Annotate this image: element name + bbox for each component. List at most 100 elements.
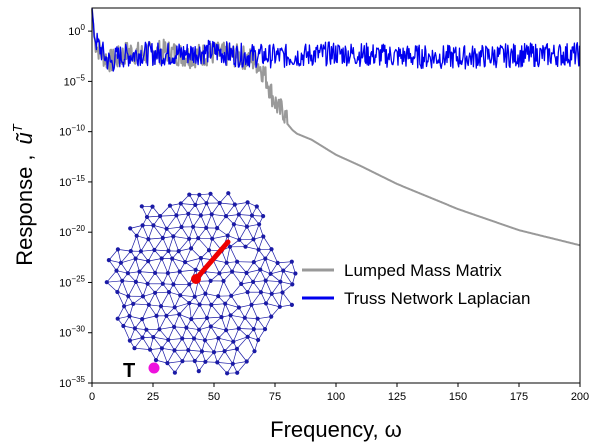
truss-edge: [277, 261, 292, 264]
truss-node: [249, 213, 255, 218]
x-tick-label: 125: [388, 391, 406, 403]
truss-edge: [233, 224, 240, 240]
truss-node: [158, 214, 163, 219]
truss-edge: [176, 203, 182, 216]
truss-node: [251, 279, 256, 284]
truss-edge: [129, 337, 143, 341]
truss-edge: [142, 225, 149, 240]
truss-node: [197, 192, 202, 197]
truss-edge: [181, 338, 189, 351]
truss-node: [269, 247, 274, 252]
truss-edge: [159, 329, 169, 341]
truss-node: [275, 260, 280, 265]
truss-node: [236, 212, 241, 217]
truss-edge: [186, 327, 200, 331]
truss-node: [244, 270, 249, 275]
truss-node: [171, 234, 176, 239]
y-tick-label: 10−20: [59, 224, 85, 239]
truss-edge: [174, 338, 183, 351]
truss-edge: [225, 303, 239, 308]
truss-edge: [226, 328, 239, 331]
truss-edge: [282, 292, 293, 306]
x-tick-label: 175: [510, 391, 528, 403]
truss-edge: [231, 271, 242, 285]
truss-edge: [146, 215, 161, 218]
truss-node: [258, 267, 263, 272]
truss-node: [221, 278, 226, 284]
truss-edge: [154, 272, 164, 285]
truss-node: [132, 346, 137, 351]
truss-edge: [204, 271, 220, 274]
truss-node: [215, 226, 220, 231]
truss-node: [231, 339, 236, 344]
truss-node: [128, 226, 133, 231]
truss-edge: [216, 215, 227, 229]
truss-node: [115, 247, 120, 252]
truss-edge: [154, 249, 169, 252]
truss-node: [172, 305, 177, 310]
truss-node: [224, 260, 229, 265]
truss-node: [254, 204, 259, 209]
truss-node: [171, 282, 176, 287]
truss-edge: [139, 271, 148, 284]
truss-node: [189, 246, 194, 251]
truss-edge: [167, 360, 183, 364]
truss-edge: [198, 317, 208, 330]
truss-edge: [108, 249, 119, 261]
truss-node: [177, 312, 182, 317]
truss-node: [189, 316, 194, 322]
truss-edge: [147, 260, 156, 274]
truss-node: [209, 302, 214, 307]
truss-edge: [142, 292, 156, 297]
truss-edge: [154, 292, 162, 307]
truss-edge: [185, 257, 201, 263]
truss-edge: [238, 202, 248, 215]
series-truss-network-line: [91, 7, 581, 72]
truss-edge: [236, 261, 247, 274]
truss-edge: [230, 283, 242, 297]
truss-edge: [167, 326, 175, 340]
truss-edge: [172, 236, 180, 252]
truss-node: [289, 259, 294, 264]
truss-node: [235, 370, 240, 375]
x-axis-label: Frequency, ω: [270, 417, 402, 442]
truss-edge: [197, 281, 206, 294]
truss-edge: [142, 315, 157, 320]
truss-edge: [205, 351, 215, 363]
truss-node: [187, 282, 192, 287]
truss-edge: [223, 271, 233, 282]
target-label: T: [123, 360, 135, 382]
truss-edge: [244, 304, 252, 318]
truss-edge: [139, 260, 149, 272]
truss-node: [204, 225, 209, 230]
truss-edge: [210, 326, 227, 331]
truss-node: [263, 301, 269, 306]
truss-node: [133, 256, 138, 261]
y-tick-base: 10: [59, 328, 71, 340]
truss-edge: [190, 248, 202, 259]
truss-edge: [217, 280, 224, 297]
truss-node: [234, 346, 239, 351]
truss-edge: [265, 258, 278, 264]
y-tick-label: 100: [68, 23, 85, 38]
truss-node: [225, 371, 230, 376]
truss-edge: [205, 214, 213, 229]
truss-node: [219, 315, 224, 320]
y-tick-base: 10: [59, 127, 71, 139]
truss-node: [208, 278, 213, 283]
truss-node: [232, 202, 237, 207]
truss-edge: [148, 237, 163, 240]
truss-node: [159, 346, 164, 351]
truss-edge: [117, 249, 131, 252]
truss-edge: [232, 271, 247, 274]
truss-edge: [154, 258, 163, 274]
truss-edge: [188, 213, 201, 216]
y-tick-label: 10−15: [59, 174, 85, 189]
truss-edge: [106, 281, 118, 293]
truss-edge: [211, 202, 220, 215]
truss-node: [167, 203, 173, 208]
truss-edge: [213, 338, 219, 353]
truss-edge: [120, 258, 136, 264]
truss-edge: [166, 226, 182, 230]
truss-edge: [231, 291, 248, 297]
